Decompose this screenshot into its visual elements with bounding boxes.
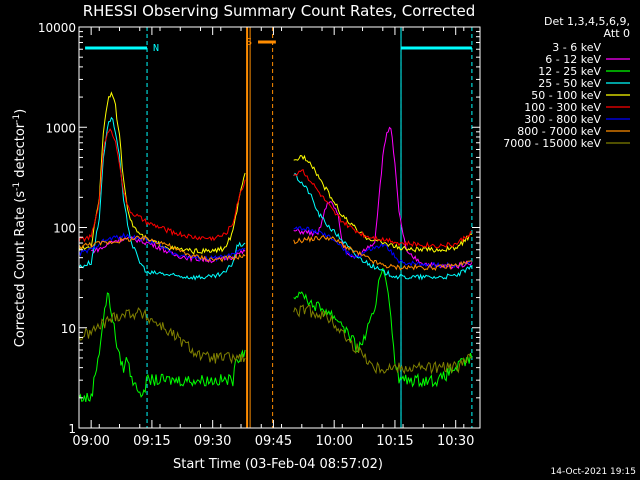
y-axis-label: Corrected Count Rate (s-1 detector-1) — [12, 109, 28, 347]
x-tick-label: 10:00 — [315, 434, 352, 449]
y-axis-label-sup2: -1 — [12, 114, 22, 123]
legend-entry-label: 3 - 6 keV — [552, 41, 601, 54]
series-line-5-seg1 — [293, 169, 473, 249]
series-line-2-seg0 — [78, 292, 246, 403]
legend-entry-label: 7000 - 15000 keV — [503, 137, 601, 150]
y-tick-label: 1 — [68, 422, 76, 436]
legend-entry-label: 12 - 25 keV — [538, 65, 601, 78]
legend-entry-label: 50 - 100 keV — [531, 89, 601, 102]
series-line-7-seg0 — [78, 235, 246, 263]
y-axis-label-part3: ) — [13, 109, 28, 114]
legend-header: Det 1,3,4,5,6,9, — [544, 15, 630, 28]
legend-header: Att 0 — [604, 27, 630, 40]
series-line-4-seg0 — [78, 91, 246, 255]
x-tick-label: 10:30 — [437, 434, 474, 449]
y-axis-label-sup1: -1 — [12, 182, 22, 191]
legend-entry-label: 100 - 300 keV — [524, 101, 601, 114]
legend-entry-label: 300 - 800 keV — [524, 113, 601, 126]
y-tick-label: 10000 — [38, 21, 76, 35]
x-tick-label: 10:15 — [376, 434, 413, 449]
x-tick-label: 09:45 — [255, 434, 292, 449]
series-line-7-seg1 — [293, 235, 473, 271]
legend-entry-label: 6 - 12 keV — [545, 53, 601, 66]
plot-frame — [78, 26, 481, 429]
y-axis-label-part1: Corrected Count Rate (s — [13, 191, 28, 348]
series-line-8-seg0 — [78, 307, 246, 365]
footer-date: 14-Oct-2021 19:15 — [551, 467, 636, 477]
legend-entry-label: 25 - 50 keV — [538, 77, 601, 90]
series-line-1-seg1 — [293, 126, 473, 270]
night-label: N — [153, 43, 159, 54]
chart-title: RHESSI Observing Summary Count Rates, Co… — [83, 2, 476, 20]
x-axis-label: Start Time (03-Feb-04 08:57:02) — [173, 457, 383, 472]
y-tick-label: 100 — [53, 222, 76, 236]
x-tick-label: 09:30 — [194, 434, 231, 449]
y-axis-label-part2: detector — [13, 122, 28, 182]
series-line-2-seg1 — [293, 267, 473, 388]
x-tick-label: 09:15 — [133, 434, 170, 449]
series-line-4-seg1 — [293, 154, 473, 253]
x-tick-label: 09:00 — [72, 434, 109, 449]
series-line-3-seg1 — [293, 172, 473, 281]
series-line-3-seg0 — [78, 116, 246, 281]
series-line-8-seg1 — [293, 304, 472, 375]
legend-entry-label: 800 - 7000 keV — [517, 125, 601, 138]
y-tick-label: 10 — [61, 322, 76, 336]
saa-label: S — [246, 37, 252, 48]
series-line-5-seg0 — [78, 128, 246, 243]
y-tick-label: 1000 — [45, 121, 76, 135]
